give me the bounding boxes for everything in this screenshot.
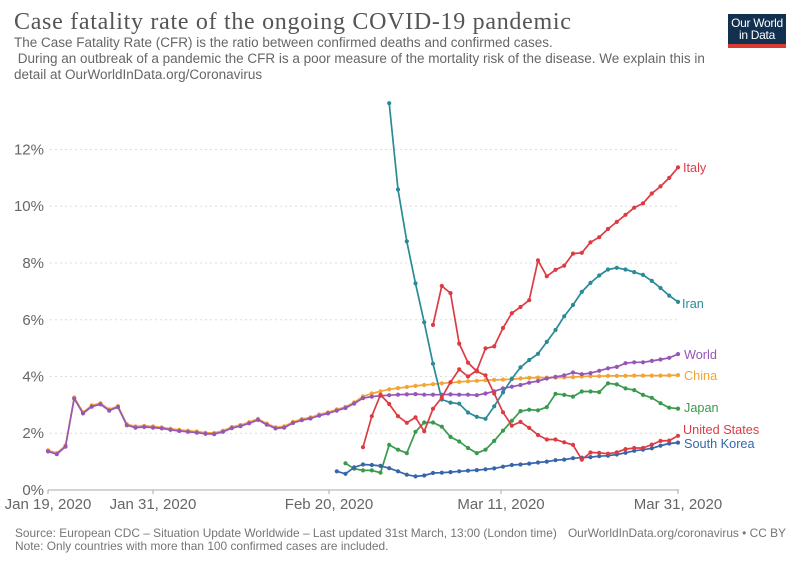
svg-text:Iran: Iran	[682, 297, 704, 311]
svg-text:10%: 10%	[14, 198, 44, 215]
svg-text:12%: 12%	[14, 142, 44, 159]
svg-text:World: World	[684, 348, 717, 362]
svg-text:Jan 19, 2020: Jan 19, 2020	[5, 496, 92, 513]
svg-text:South Korea: South Korea	[684, 437, 755, 451]
svg-text:Italy: Italy	[683, 161, 707, 175]
svg-text:China: China	[684, 369, 718, 383]
svg-text:2%: 2%	[22, 425, 44, 442]
svg-text:6%: 6%	[22, 312, 44, 329]
svg-text:8%: 8%	[22, 255, 44, 272]
svg-text:Feb 20, 2020: Feb 20, 2020	[285, 496, 373, 513]
svg-text:Japan: Japan	[684, 401, 719, 415]
svg-text:Mar 11, 2020: Mar 11, 2020	[457, 496, 544, 513]
svg-text:Jan 31, 2020: Jan 31, 2020	[110, 496, 197, 513]
svg-text:0%: 0%	[22, 482, 44, 499]
svg-text:4%: 4%	[22, 369, 44, 386]
svg-text:United States: United States	[683, 423, 759, 437]
svg-text:Mar 31, 2020: Mar 31, 2020	[634, 496, 722, 513]
